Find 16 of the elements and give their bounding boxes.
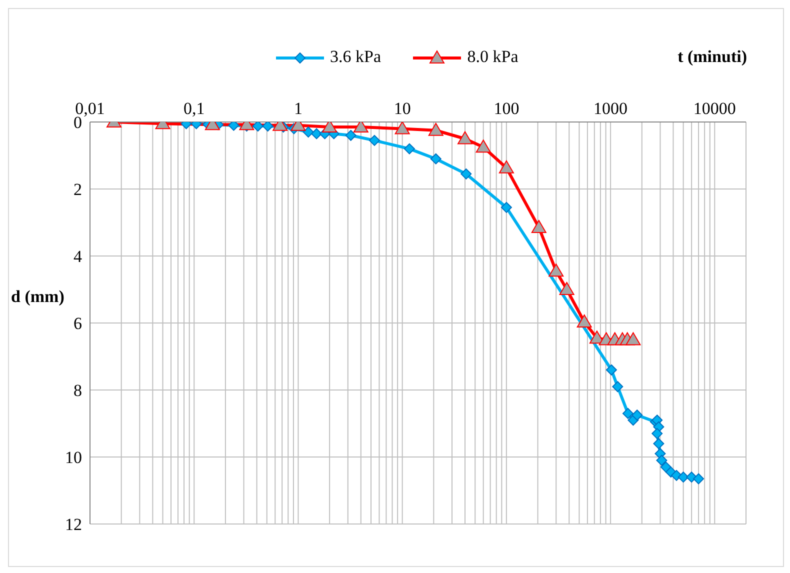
x-tick-label: 100 bbox=[494, 99, 520, 118]
x-tick-label: 1 bbox=[294, 99, 302, 118]
y-tick-label: 12 bbox=[65, 515, 82, 534]
x-tick-label: 10000 bbox=[693, 99, 736, 118]
y-tick-label: 10 bbox=[65, 448, 82, 468]
y-tick-label: 6 bbox=[74, 314, 82, 334]
legend-label: 8.0 kPa bbox=[467, 47, 518, 66]
y-tick-label: 8 bbox=[74, 381, 82, 400]
x-tick-label: 1000 bbox=[594, 99, 628, 118]
x-tick-label: 0,1 bbox=[183, 99, 205, 118]
y-tick-label: 4 bbox=[74, 247, 82, 266]
y-axis-title: d (mm) bbox=[11, 287, 64, 307]
x-tick-label: 10 bbox=[394, 99, 411, 118]
y-tick-label: 2 bbox=[74, 180, 82, 200]
legend-label: 3.6 kPa bbox=[330, 47, 381, 66]
x-axis-title: t (minuti) bbox=[678, 47, 747, 67]
